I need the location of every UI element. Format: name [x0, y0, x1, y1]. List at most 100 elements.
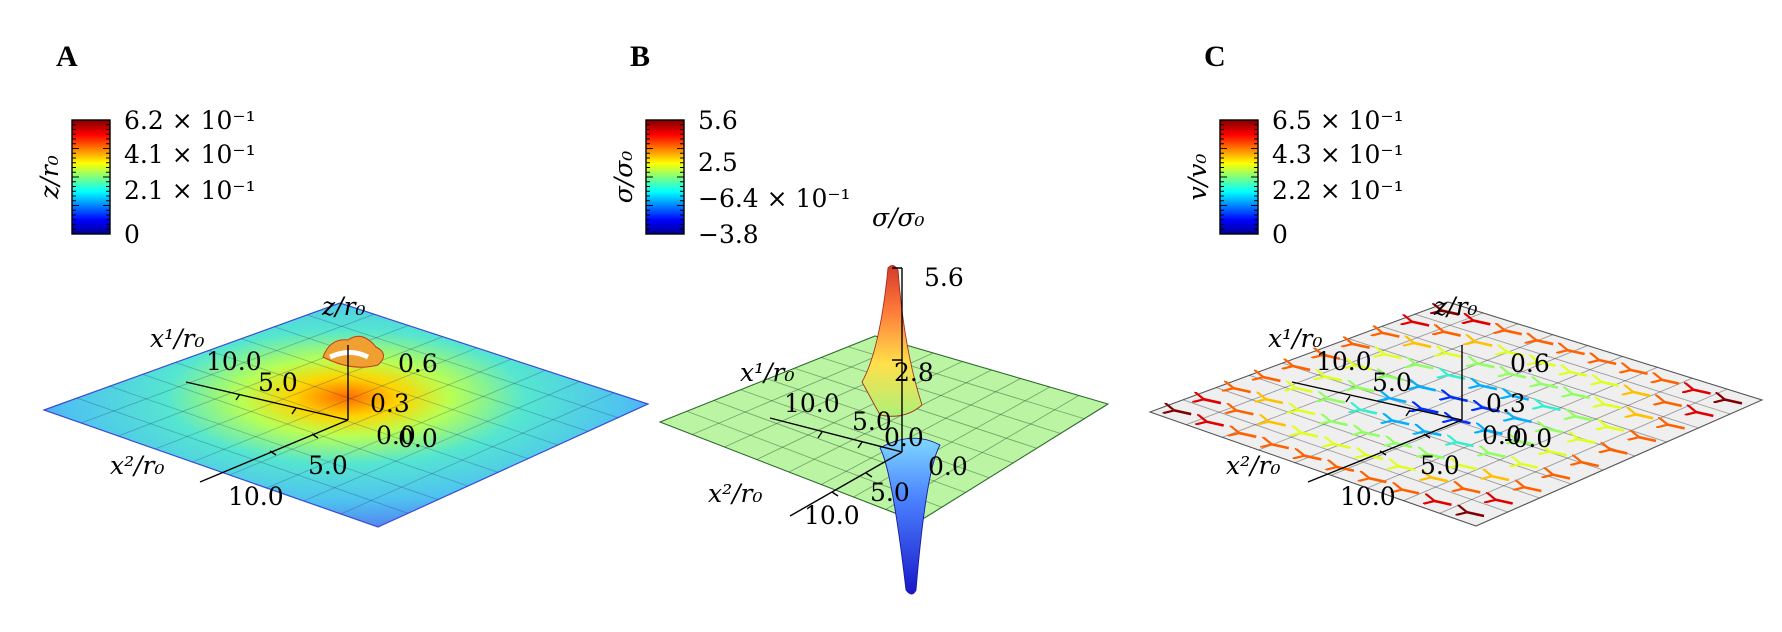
velocity-arrow [1549, 451, 1567, 457]
axis-b-x2-tick-1: 10.0 [804, 501, 860, 530]
velocity-arrow [1450, 397, 1468, 403]
colorbar-c-tick-1: 4.3 × 10⁻¹ [1272, 140, 1404, 169]
velocity-arrow [1508, 373, 1527, 379]
colorbar-b-tick-2: −6.4 × 10⁻¹ [698, 184, 851, 213]
axis-a-x1-tick-0: 10.0 [206, 347, 262, 376]
axis-c-origin-tick-0: 0.0 [1482, 421, 1522, 450]
velocity-arrow [1609, 449, 1628, 455]
surface-b-gridline [853, 386, 1050, 498]
velocity-arrow [1391, 420, 1410, 426]
velocity-arrow [1545, 428, 1564, 434]
surface-a-gridline [155, 336, 443, 450]
velocity-arrow [1537, 362, 1556, 367]
velocity-arrow [1271, 444, 1290, 450]
velocity-arrow [1601, 382, 1619, 388]
axis-b-x2 [789, 451, 903, 517]
panel-c-surface [1148, 301, 1764, 527]
axis-c-x1-tick-0: 10.0 [1316, 347, 1372, 376]
velocity-arrow [1368, 478, 1387, 484]
velocity-arrow [1401, 489, 1420, 495]
velocity-arrow [1466, 512, 1485, 518]
axis-a-x1 [185, 381, 349, 421]
velocity-arrow [1359, 409, 1378, 415]
velocity-arrow [1397, 466, 1416, 472]
velocity-arrow [1572, 394, 1590, 400]
velocity-arrow [1598, 360, 1617, 366]
colorbar-a-label: z/r₀ [35, 155, 64, 200]
panel-a-axes [185, 345, 349, 483]
panel-a-surface [42, 302, 650, 528]
axis-c-z-tick-1: 0.3 [1486, 389, 1526, 418]
velocity-arrow [1664, 402, 1683, 408]
velocity-arrow [1203, 399, 1222, 405]
surface-a-gridline [208, 350, 529, 460]
velocity-arrow [1394, 443, 1413, 449]
velocity-arrow [1173, 410, 1192, 416]
velocity-arrow [1693, 389, 1711, 395]
velocity-arrow [1423, 431, 1442, 437]
velocity-arrow [1265, 399, 1284, 405]
axis-b-z-tick-2: 0.0 [884, 423, 924, 452]
velocity-arrow [1452, 419, 1471, 425]
axis-a-z-tick-1: 0.3 [370, 389, 410, 418]
velocity-arrow [1235, 410, 1254, 416]
velocity-arrow [1540, 384, 1559, 389]
axis-b-x1 [769, 417, 903, 453]
panel-c: C v/v₀ 6.5 × 10⁻¹ 4.3 × 10⁻¹ 2.2 × 10⁻¹ … [1148, 40, 1764, 527]
surface-a-gridline [229, 358, 512, 476]
velocity-arrow [1420, 409, 1439, 414]
axis-a-x2-label: x²/r₀ [110, 451, 165, 480]
velocity-arrow [1506, 352, 1525, 357]
velocity-arrow [1724, 399, 1743, 405]
surface-c-gridline [1414, 313, 1731, 415]
axis-b-z-tick-0: 5.6 [924, 263, 964, 292]
velocity-arrow [1330, 421, 1348, 427]
axis-c-x1-label: x¹/r₀ [1268, 324, 1323, 353]
velocity-arrow [1411, 322, 1430, 327]
axis-b-x1-tick-1: 5.0 [852, 407, 892, 436]
velocity-arrow [1443, 332, 1461, 337]
velocity-arrow [1356, 387, 1375, 393]
colorbar-c-tick-2: 2.2 × 10⁻¹ [1272, 176, 1404, 205]
colorbar-a-tick-2: 2.1 × 10⁻¹ [124, 176, 256, 205]
velocity-arrow [1661, 380, 1680, 385]
velocity-arrow [1383, 354, 1402, 360]
surface-a-gridline [274, 326, 589, 432]
axis-c-z-label: z/r₀ [1433, 292, 1478, 321]
surface-b-gridline [692, 344, 905, 435]
surface-a-gridline [306, 314, 619, 419]
axis-b-x2-tick-0: 5.0 [870, 478, 910, 507]
velocity-arrow [1667, 424, 1685, 430]
axis-c-x2-tick-1: 10.0 [1340, 482, 1396, 511]
panel-b-colorbar: σ/σ₀ 5.6 2.5 −6.4 × 10⁻¹ −3.8 [609, 106, 851, 249]
velocity-arrow [1472, 320, 1491, 326]
surface-b-gridline [740, 389, 990, 479]
surface-a-gridline [303, 381, 580, 502]
surface-b-gridline [821, 378, 1021, 485]
velocity-arrow [1474, 342, 1493, 347]
panel-b: B σ/σ₀ 5.6 2.5 −6.4 × 10⁻¹ −3.8 σ/σ [609, 40, 1110, 595]
surface-a-gridline [76, 397, 409, 514]
colorbar-a-tick-1: 4.1 × 10⁻¹ [124, 140, 256, 169]
panel-c-colorbar: v/v₀ 6.5 × 10⁻¹ 4.3 × 10⁻¹ 2.2 × 10⁻¹ 0 [1183, 106, 1404, 249]
surface-a-gridline [109, 385, 439, 501]
surface-c-gridline [1403, 377, 1693, 502]
velocity-arrow [1520, 464, 1539, 469]
surface-b-gridline [767, 378, 1014, 464]
velocity-arrow [1206, 421, 1224, 427]
colorbar-b-tick-3: −3.8 [698, 220, 759, 249]
velocity-arrow [1630, 370, 1648, 375]
surface-a-gridline [340, 392, 614, 515]
velocity-arrow [1354, 365, 1373, 371]
axis-b-x1-label: x¹/r₀ [740, 358, 795, 387]
velocity-arrow [1324, 377, 1343, 382]
colorbar-c-tick-0: 6.5 × 10⁻¹ [1272, 106, 1404, 135]
colorbar-c-label: v/v₀ [1183, 154, 1212, 201]
velocity-arrow [1386, 376, 1405, 382]
axis-a-x2-tick-0: 5.0 [308, 451, 348, 480]
velocity-arrow [1535, 340, 1554, 346]
axis-b-x1-ticks [817, 431, 863, 449]
surface-a-gridline [241, 338, 559, 446]
velocity-arrow [1462, 488, 1481, 494]
colorbar-b-label: σ/σ₀ [609, 151, 638, 204]
